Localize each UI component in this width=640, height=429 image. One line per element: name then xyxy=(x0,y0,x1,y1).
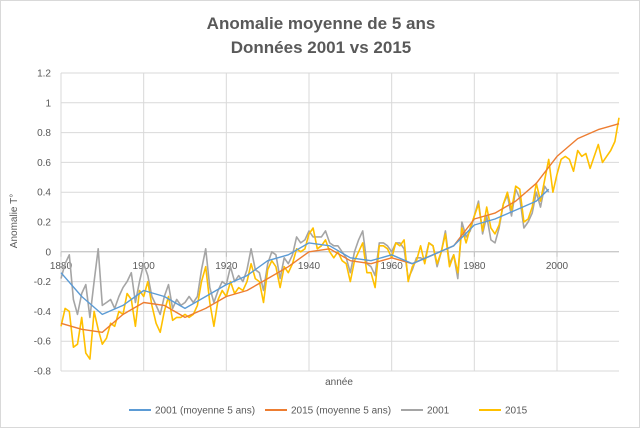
y-tick-label: 0.2 xyxy=(37,218,51,229)
y-tick-label: -0.2 xyxy=(34,277,52,288)
x-tick-label: 1880 xyxy=(50,261,73,272)
series-line xyxy=(60,117,620,360)
x-tick-label: 1940 xyxy=(298,261,321,272)
y-tick-label: 0.8 xyxy=(37,128,51,139)
chart-title-line2: Données 2001 vs 2015 xyxy=(231,38,412,57)
legend: 2001 (moyenne 5 ans) 2015 (moyenne 5 ans)… xyxy=(129,406,528,417)
y-tick-label: 0.4 xyxy=(37,188,51,199)
legend-label: 2001 (moyenne 5 ans) xyxy=(155,406,255,417)
y-tick-label: 0 xyxy=(45,247,51,258)
series-line xyxy=(60,188,550,316)
y-tick-label: 1.2 xyxy=(37,69,51,80)
series-line xyxy=(60,123,620,333)
y-tick-label: -0.6 xyxy=(34,337,52,348)
y-tick-label: -0.4 xyxy=(34,307,52,318)
x-tick-label: 2000 xyxy=(546,261,569,272)
x-tick-label: 1920 xyxy=(215,261,238,272)
x-tick-label: 1960 xyxy=(381,261,404,272)
gridlines xyxy=(60,72,619,372)
y-tick-label: 0.6 xyxy=(37,158,51,169)
x-tick-label: 1980 xyxy=(463,261,486,272)
series-line xyxy=(60,185,550,319)
y-axis-title: Anomalie T° xyxy=(9,194,20,248)
y-tick-label: -0.8 xyxy=(34,367,52,378)
legend-label: 2015 (moyenne 5 ans) xyxy=(291,406,391,417)
legend-label: 2015 xyxy=(505,406,528,417)
legend-label: 2001 xyxy=(427,406,450,417)
y-tick-label: 1 xyxy=(45,98,51,109)
chart-title-line1: Anomalie moyenne de 5 ans xyxy=(207,14,436,33)
x-axis-title: année xyxy=(325,377,353,388)
series-lines xyxy=(60,117,620,360)
